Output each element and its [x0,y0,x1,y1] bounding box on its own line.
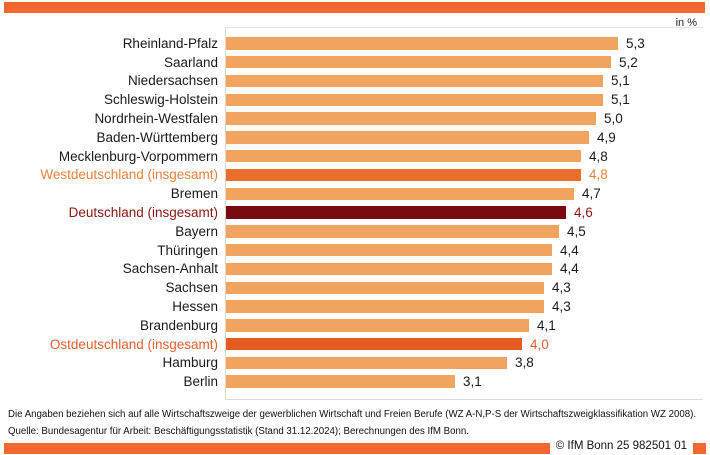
bar-row: Bayern 4,5 [10,222,704,241]
value-label: 4,4 [560,261,579,277]
bar-row: Deutschland (insgesamt) 4,6 [10,203,704,222]
unit-label: in % [675,17,697,29]
value-label: 4,3 [552,280,571,296]
category-label: Niedersachsen [127,73,218,89]
category-label: Nordrhein-Westfalen [94,111,218,127]
bar [226,225,559,238]
bar [226,319,529,332]
bar [226,281,544,294]
bar-row: Hamburg 3,8 [10,354,704,373]
bar-row: Westdeutschland (insgesamt) 4,8 [10,166,704,185]
bar-row: Berlin 3,1 [10,372,704,391]
plot-area [225,27,703,400]
category-label: Deutschland (insgesamt) [68,205,218,221]
bar-row: Baden-Württemberg 4,9 [10,128,704,147]
bar [226,243,552,257]
value-label: 5,2 [619,54,638,70]
category-label: Berlin [183,374,218,390]
bar-row: Schleswig-Holstein 5,1 [10,90,704,109]
category-label: Bremen [170,186,218,202]
category-label: Rheinland-Pfalz [122,35,218,51]
bar [226,55,611,69]
value-label: 3,8 [515,355,534,371]
value-label: 5,0 [604,111,623,127]
bar [226,112,596,125]
category-label: Sachsen-Anhalt [122,261,218,277]
bar [226,356,507,370]
category-label: Thüringen [157,242,218,258]
category-label: Bayern [175,223,218,239]
category-label: Hamburg [162,355,218,371]
value-label: 4,8 [589,148,608,164]
source-line: Quelle: Bundesagentur für Arbeit: Beschä… [8,426,469,437]
bar-row: Mecklenburg-Vorpommern 4,8 [10,147,704,166]
bar [226,149,581,163]
value-label: 4,1 [537,317,556,333]
bar-row: Thüringen 4,4 [10,241,704,260]
bar-row: Niedersachsen 5,1 [10,72,704,91]
copyright-label: © IfM Bonn 25 982501 01 [549,439,693,454]
value-label: 4,9 [597,129,616,145]
value-label: 3,1 [463,374,482,390]
bar-row: Bremen 4,7 [10,184,704,203]
bar [226,131,589,144]
category-label: Westdeutschland (insgesamt) [40,167,218,183]
bar-row: Brandenburg 4,1 [10,316,704,335]
bar [226,168,581,182]
bar-row: Hessen 4,3 [10,297,704,316]
value-label: 4,3 [552,299,571,315]
category-label: Baden-Württemberg [96,129,218,145]
bar-row: Sachsen-Anhalt 4,4 [10,260,704,279]
category-label: Sachsen [165,280,218,296]
value-label: 5,1 [611,92,630,108]
value-label: 4,0 [530,336,549,352]
bar [226,206,566,219]
value-label: 4,7 [582,186,601,202]
footer-stripe [4,443,706,454]
value-label: 4,5 [567,223,586,239]
bar-row: Sachsen 4,3 [10,278,704,297]
bar-row: Rheinland-Pfalz 5,3 [10,34,704,53]
value-label: 4,4 [560,242,579,258]
bar-row: Saarland 5,2 [10,53,704,72]
bar-chart: Rheinland-Pfalz 5,3 Saarland 5,2 Niedersachs… [10,34,704,391]
bar [226,262,552,276]
value-label: 5,1 [611,73,630,89]
category-label: Saarland [163,54,218,70]
bar-row: Ostdeutschland (insgesamt) 4,0 [10,335,704,354]
header-stripe [4,2,705,13]
category-label: Ostdeutschland (insgesamt) [49,336,218,352]
category-label: Brandenburg [139,317,218,333]
value-label: 4,8 [589,167,608,183]
bar [226,37,618,50]
category-label: Hessen [172,299,218,315]
category-label: Mecklenburg-Vorpommern [58,148,218,164]
bar [226,375,455,388]
bar-row: Nordrhein-Westfalen 5,0 [10,109,704,128]
value-label: 4,6 [574,205,593,221]
category-label: Schleswig-Holstein [103,92,218,108]
bar [226,93,603,107]
bar [226,300,544,313]
value-label: 5,3 [626,35,645,51]
bar [226,187,574,201]
footnote: Die Angaben beziehen sich auf alle Wirts… [8,409,697,420]
bar [226,74,603,88]
bar [226,337,522,351]
